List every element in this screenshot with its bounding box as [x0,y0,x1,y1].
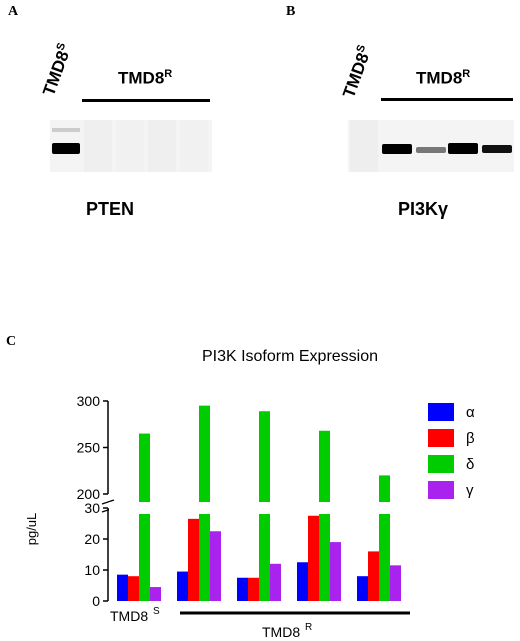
bar-3 [319,430,330,601]
legend-label: β [466,430,475,447]
blot-band [52,128,80,132]
legend-label: α [466,404,475,421]
chart-x-labels: TMD8 S TMD8 R [110,606,410,640]
blot-lane [148,120,176,172]
x-label-sensitive-sup: S [153,606,160,617]
blot-band [382,144,412,154]
y-tick-label: 300 [77,393,101,409]
panel-b-blot [348,120,514,172]
legend-swatch [428,429,454,447]
blot-lane [180,120,208,172]
bar-1 [357,576,368,601]
bar-4 [270,563,281,601]
panel-a-resistant-bracket [82,99,210,102]
panel-a-title: PTEN [86,199,135,219]
panel-b-resistant-bracket [381,98,513,101]
bar-1 [117,574,128,601]
panel-a-resistant-label: TMD8R [118,68,172,89]
panel-a-letter: A [8,4,19,19]
x-label-resistant-sup: R [305,622,312,633]
bar-4 [330,542,341,601]
y-tick-label: 200 [77,486,101,502]
axis-break-mark [101,499,115,505]
y-tick-label: 20 [84,531,100,547]
y-tick-label: 10 [84,562,100,578]
bar-2 [188,518,199,601]
blot-band [482,145,512,153]
y-tick-label: 30 [84,500,100,516]
blot-band [52,143,80,154]
blot-lane [350,120,378,172]
bar-3 [379,475,390,601]
legend-swatch [428,455,454,473]
panel-a-sensitive-label: TMD8S [39,41,77,98]
bar-2 [128,576,139,601]
bar-2 [308,515,319,601]
panel-b-title: PI3Kγ [398,199,449,219]
panel-b-sensitive-text: TMD8 [339,50,373,101]
blot-band [416,147,446,153]
panel-b-resistant-sup: R [462,68,471,80]
panel-a-sensitive-text: TMD8 [39,48,73,99]
bar-1 [297,562,308,601]
panel-b-letter: B [286,4,296,19]
panel-b-sensitive-label: TMD8S [339,43,377,100]
bar-4 [390,565,401,601]
panel-a-resistant-text: TMD8 [118,68,165,88]
axis-break-gap [109,502,409,514]
legend-swatch [428,481,454,499]
y-tick-label: 250 [77,440,101,456]
legend-swatch [428,403,454,421]
legend-label: δ [466,456,474,473]
panel-b-resistant-label: TMD8R [416,68,470,89]
panel-a-blot [50,120,212,172]
bar-1 [177,571,188,601]
x-label-resistant: TMD8 [262,624,300,640]
bar-3 [139,433,150,601]
bar-2 [248,577,259,601]
y-tick-label: 0 [92,593,100,609]
blot-lane [84,120,112,172]
panel-b-resistant-text: TMD8 [416,68,463,88]
chart-bars [109,405,409,601]
bar-1 [237,577,248,601]
bar-4 [150,587,161,601]
blot-lane [116,120,144,172]
y-axis-label: pg/uL [24,513,39,546]
chart-title: PI3K Isoform Expression [202,348,378,365]
bar-2 [368,551,379,601]
panel-c-letter: C [6,334,17,349]
blot-band [448,143,478,154]
isoform-bar-chart: PI3K Isoform Expression pg/uL 0 10 20 30200… [24,348,475,640]
legend-label: γ [466,482,474,499]
bar-4 [210,531,221,601]
panel-a-resistant-sup: R [164,68,173,80]
x-label-sensitive: TMD8 [110,608,148,624]
